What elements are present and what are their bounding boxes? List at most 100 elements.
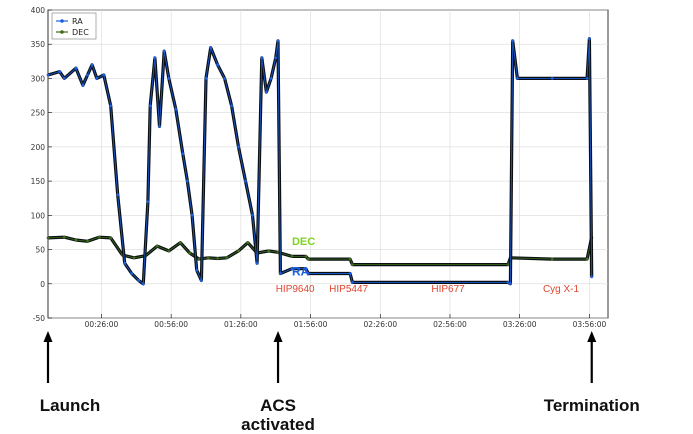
data-point-ra [216, 63, 220, 67]
data-point-ra [260, 56, 264, 60]
data-point-ra [509, 282, 512, 286]
data-point-ra [146, 200, 150, 204]
annotation-hip677: HIP677 [431, 284, 465, 295]
marker-arrow-head [273, 331, 283, 342]
annotation-cyg-x-1: Cyg X-1 [543, 284, 580, 295]
y-tick-label: 400 [31, 6, 46, 15]
data-point-ra [209, 46, 213, 49]
data-point-ra [74, 66, 78, 70]
data-point-dec [348, 257, 352, 261]
data-point-ra [588, 37, 591, 41]
data-point-ra [200, 279, 203, 282]
data-point-ra [148, 104, 152, 108]
data-point-ra [223, 77, 227, 80]
marker-label: Termination [543, 396, 640, 415]
x-axis: 00:26:00 00:56:00 01:26:00 01:56:00 02:26:00… [85, 314, 607, 329]
data-point-dec [246, 241, 250, 245]
y-tick-label: 0 [40, 280, 45, 289]
data-point-dec [97, 235, 101, 239]
data-point-ra [167, 77, 171, 80]
data-point-dec [506, 263, 510, 266]
data-point-dec [197, 257, 201, 261]
data-point-ra [174, 107, 178, 111]
data-point-dec [216, 257, 220, 260]
data-point-ra [279, 272, 282, 275]
marker-label: Launch [39, 396, 101, 415]
data-point-ra [585, 77, 589, 80]
x-tick-label: 00:26:00 [85, 320, 119, 329]
data-point-ra [244, 179, 247, 183]
data-point-ra [304, 267, 308, 271]
legend: RA DEC [51, 12, 97, 40]
y-axis: -50 0 50 100 150 200 250 300 350 400 [31, 6, 52, 323]
legend-box [51, 12, 97, 40]
data-point-ra [123, 261, 127, 265]
data-point-ra [255, 261, 259, 265]
event-markers [43, 331, 597, 383]
y-tick-label: 150 [31, 177, 46, 186]
data-point-ra [590, 275, 594, 279]
data-point-ra [109, 104, 113, 108]
annotation-dec: DEC [292, 236, 315, 248]
annotation-hip9640: HIP9640 [276, 284, 315, 295]
data-point-ra [137, 279, 141, 282]
data-point-ra [269, 77, 273, 80]
data-point-ra [550, 77, 554, 80]
data-point-ra [506, 281, 510, 284]
data-point-ra [204, 77, 208, 80]
data-point-dec [155, 244, 159, 248]
data-point-dec [179, 241, 182, 245]
data-point-dec [306, 257, 310, 261]
x-tick-label: 03:56:00 [573, 320, 607, 329]
data-point-dec [550, 257, 554, 261]
data-point-dec [188, 251, 192, 255]
data-point-ra [251, 213, 254, 217]
legend-label-ra: RA [72, 17, 83, 26]
data-point-ra [62, 77, 66, 80]
y-tick-label: 350 [31, 40, 46, 49]
data-point-ra [81, 83, 85, 87]
data-point-dec [46, 236, 50, 240]
legend-swatch-marker [60, 30, 64, 34]
series-layer [46, 37, 594, 286]
annotation-layer: DEC RA HIP9640 HIP5447 HIP677 Cyg X-1 [276, 236, 580, 295]
data-point-dec [351, 263, 354, 266]
data-point-ra [158, 125, 161, 128]
data-point-ra [230, 104, 234, 108]
data-point-ra [141, 282, 145, 286]
marker-label: ACS activated [241, 396, 315, 434]
data-point-dec [74, 238, 78, 242]
data-point-dec [132, 256, 136, 260]
data-point-ra [46, 73, 50, 77]
data-point-ra [181, 152, 185, 156]
x-tick-label: 01:26:00 [224, 320, 258, 329]
data-point-ra [116, 193, 120, 197]
data-point-ra [190, 213, 194, 217]
y-tick-label: 100 [31, 211, 46, 220]
data-point-dec [267, 249, 271, 253]
data-point-ra [95, 77, 99, 80]
annotation-hip5447: HIP5447 [329, 284, 368, 295]
y-tick-label: -50 [33, 314, 45, 323]
data-point-ra [351, 281, 354, 284]
x-tick-label: 03:26:00 [503, 320, 537, 329]
data-point-dec [304, 255, 308, 258]
data-point-ra [265, 90, 268, 94]
data-point-ra [276, 39, 280, 43]
data-point-ra [186, 179, 189, 183]
annotation-ra: RA [292, 265, 310, 279]
marker-arrow-head [43, 331, 53, 342]
marker-arrow-head [587, 331, 597, 342]
x-tick-label: 02:26:00 [363, 320, 397, 329]
data-point-ra [102, 73, 106, 77]
data-point-dec [237, 249, 240, 253]
data-point-ra [511, 39, 515, 43]
legend-label-dec: DEC [72, 28, 89, 37]
data-point-ra [237, 145, 240, 149]
data-point-ra [153, 56, 157, 60]
data-point-ra [516, 77, 519, 80]
y-tick-label: 200 [31, 143, 46, 152]
data-point-dec [585, 257, 589, 261]
y-tick-label: 250 [31, 109, 46, 118]
data-point-ra [90, 63, 94, 67]
